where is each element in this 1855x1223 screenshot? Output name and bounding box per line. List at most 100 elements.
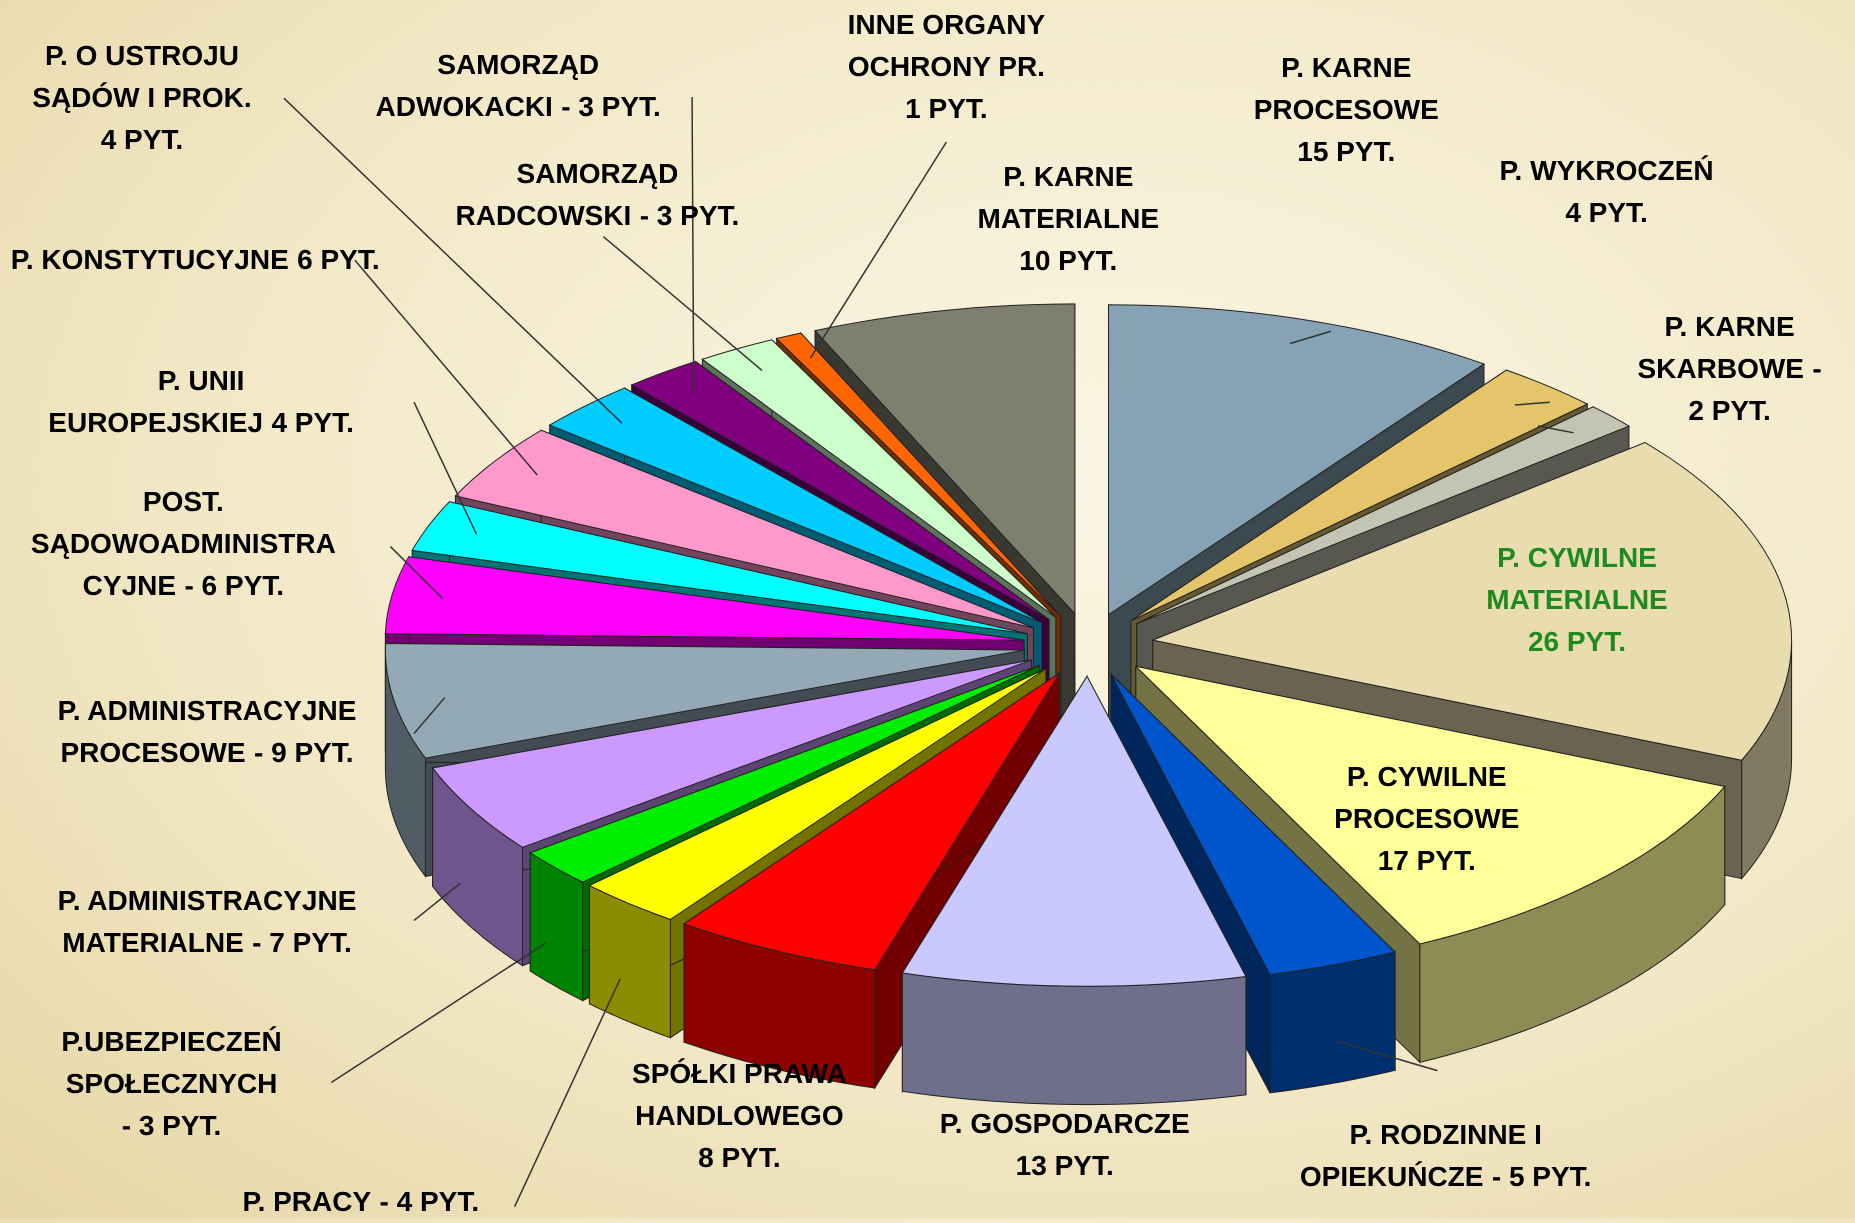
leader-line (413, 401, 478, 535)
leader-line (389, 546, 444, 600)
slice-label: SAMORZĄD ADWOKACKI - 3 PYT. (376, 44, 661, 128)
slice (1134, 665, 1726, 945)
value-label: 26 PYT. (1527, 625, 1627, 657)
leader-line (1514, 401, 1550, 406)
leader-line (330, 942, 547, 1084)
category-label: P. ADMINISTRACYJNE MATERIALNE (57, 884, 357, 958)
category-label: P. KONSTYTUCYJNE (10, 244, 289, 276)
slice-label: POST. SĄDOWOADMINISTRA CYJNE - 6 PYT. (31, 481, 336, 607)
category-label: SPÓŁKI PRAWA HANDLOWEGO (632, 1057, 847, 1131)
slice (1110, 673, 1397, 976)
leader-line (602, 236, 763, 372)
value-label: - 6 PYT. (184, 570, 285, 602)
slice-label: P. PRACY - 4 PYT. (243, 1181, 480, 1223)
slice-label: P. KONSTYTUCYJNE 6 PYT. (11, 239, 380, 281)
slice (775, 332, 1062, 617)
slice-label: P. KARNE PROCESOWE 15 PYT. (1254, 47, 1439, 173)
category-label: P. KARNE MATERIALNE (977, 160, 1160, 234)
value-label: 4 PYT. (1565, 196, 1648, 228)
slice-label: P. ADMINISTRACYJNE MATERIALNE - 7 PYT. (58, 880, 357, 964)
leader-line (1289, 330, 1332, 345)
leader-line (283, 97, 623, 424)
pie (384, 303, 1793, 1106)
category-label: P. CYWILNE MATERIALNE (1486, 541, 1668, 615)
value-label: - 3 PYT. (121, 1109, 222, 1141)
slice-label: P.UBEZPIECZEŃ SPOŁECZNYCH - 3 PYT. (61, 1021, 281, 1147)
slice-label: P. RODZINNE I OPIEKUŃCZE - 5 PYT. (1300, 1114, 1592, 1198)
category-label: SAMORZĄD RADCOWSKI (455, 158, 679, 232)
slice (1130, 369, 1589, 622)
leader-line (691, 97, 695, 393)
leader-line (809, 141, 948, 359)
category-label: SAMORZĄD ADWOKACKI (375, 49, 600, 123)
slice (1134, 665, 1726, 1064)
slice (1136, 406, 1631, 625)
category-label: P. GOSPODARCZE (939, 1108, 1190, 1140)
category-label: P. O USTROJU SĄDÓW I PROK. (32, 40, 252, 114)
slice-label: INNE ORGANY OCHRONY PR. 1 PYT. (848, 4, 1046, 130)
leader-line (1337, 1040, 1438, 1072)
slice (384, 556, 1025, 641)
slice (454, 429, 1034, 629)
slice-label: P. CYWILNE MATERIALNE 26 PYT. (1486, 537, 1667, 663)
slice-label: P. GOSPODARCZE 13 PYT. (940, 1103, 1190, 1187)
slice (1108, 304, 1486, 616)
value-label: - 3 PYT. (639, 200, 740, 232)
category-label: P. PRACY (242, 1185, 372, 1217)
slice (588, 668, 1047, 920)
category-label: P. KARNE SKARBOWE (1637, 311, 1804, 385)
slice-label: P. O USTROJU SĄDÓW I PROK. 4 PYT. (32, 35, 251, 161)
leader-line (413, 697, 446, 734)
slice-label: P. UNII EUROPEJSKIEJ 4 PYT. (48, 360, 354, 444)
slice-label: P. KARNE MATERIALNE 10 PYT. (978, 156, 1159, 282)
slice (682, 672, 1060, 971)
leader-line (413, 882, 461, 921)
value-label: - 3 PYT. (561, 91, 661, 123)
category-label: P. KARNE PROCESOWE (1253, 52, 1439, 126)
value-label: 10 PYT. (1019, 244, 1118, 276)
leader-line (1537, 425, 1574, 434)
slice (1151, 442, 1793, 761)
category-label: P. ADMINISTRACYJNE PROCESOWE (57, 695, 357, 769)
value-label: - 4 PYT. (379, 1185, 480, 1217)
value-label: - 5 PYT. (1491, 1160, 1592, 1192)
value-label: 1 PYT. (905, 93, 988, 125)
slice (901, 675, 1247, 987)
slice-label: P. ADMINISTRACYJNE PROCESOWE - 9 PYT. (58, 690, 357, 774)
value-label: - 2 PYT. (1688, 353, 1822, 427)
value-label: 8 PYT. (698, 1141, 781, 1173)
category-label: P. WYKROCZEŃ (1499, 154, 1714, 186)
category-label: P.UBEZPIECZEŃ SPOŁECZNYCH (61, 1025, 282, 1099)
value-label: 17 PYT. (1377, 844, 1476, 876)
slice (901, 674, 1247, 1106)
value-label: 13 PYT. (1015, 1150, 1114, 1182)
value-label: - 9 PYT. (254, 737, 354, 769)
leader-line (354, 259, 538, 476)
value-label: 4 PYT. (100, 124, 184, 156)
value-label: 4 PYT. (271, 407, 354, 439)
slice (384, 643, 1025, 759)
slice (431, 659, 1032, 848)
category-label: INNE ORGANY OCHRONY PR. (847, 9, 1046, 83)
leader-line (513, 978, 621, 1208)
value-label: 6 PYT. (297, 244, 380, 276)
slice (548, 387, 1043, 624)
slice-side (1269, 951, 1396, 1094)
slice-label: SPÓŁKI PRAWA HANDLOWEGO 8 PYT. (632, 1053, 847, 1179)
slice-label: P. KARNE SKARBOWE - 2 PYT. (1638, 306, 1822, 432)
value-label: - 7 PYT. (252, 926, 352, 958)
slice (529, 664, 1040, 883)
category-label: P. RODZINNE I OPIEKUŃCZE (1299, 1118, 1542, 1192)
slice (814, 303, 1076, 616)
value-label: 15 PYT. (1297, 136, 1396, 168)
slice (411, 501, 1028, 635)
slice-label: P. CYWILNE PROCESOWE 17 PYT. (1334, 756, 1519, 882)
slice-label: SAMORZĄD RADCOWSKI - 3 PYT. (456, 153, 740, 237)
slice (630, 360, 1050, 621)
category-label: P. UNII EUROPEJSKIEJ (48, 365, 264, 439)
category-label: POST. SĄDOWOADMINISTRA CYJNE (30, 486, 336, 602)
category-label: P. CYWILNE PROCESOWE (1334, 760, 1520, 834)
slice-side (901, 972, 1247, 1106)
